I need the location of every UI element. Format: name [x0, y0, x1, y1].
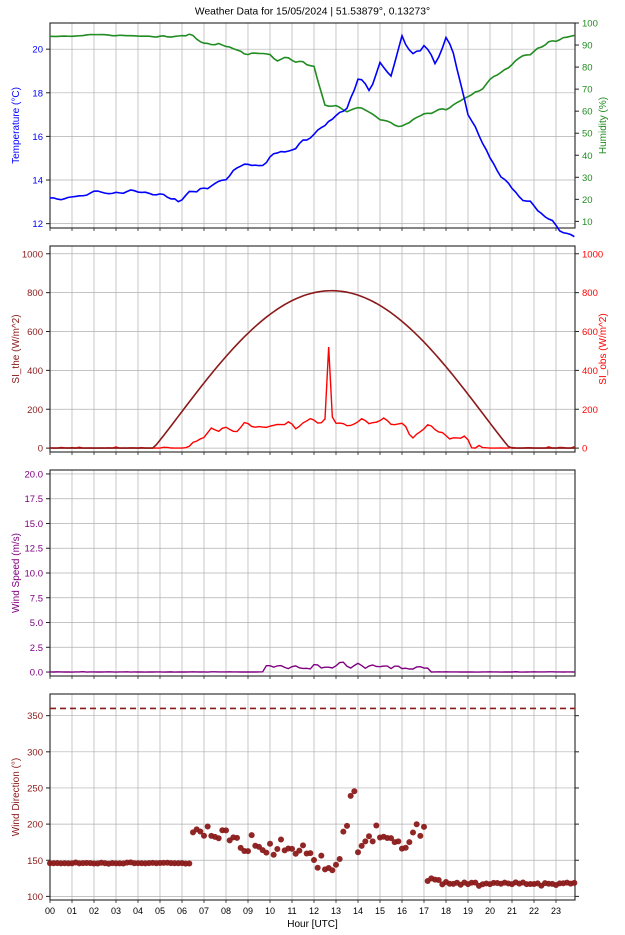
svg-text:Humidity (%): Humidity (%): [598, 97, 609, 154]
svg-text:13: 13: [331, 906, 341, 916]
svg-text:22: 22: [529, 906, 539, 916]
svg-text:14: 14: [353, 906, 363, 916]
svg-text:04: 04: [133, 906, 143, 916]
svg-text:7.5: 7.5: [30, 593, 43, 604]
svg-text:21: 21: [507, 906, 517, 916]
svg-text:1000: 1000: [582, 249, 603, 260]
svg-text:05: 05: [155, 906, 165, 916]
svg-text:800: 800: [582, 288, 598, 299]
svg-text:SI_the (W/m^2): SI_the (W/m^2): [11, 314, 22, 383]
svg-text:30: 30: [582, 173, 593, 184]
svg-text:200: 200: [27, 820, 43, 831]
svg-text:Hour [UTC]: Hour [UTC]: [287, 919, 338, 930]
svg-text:80: 80: [582, 63, 593, 74]
svg-text:Weather Data for 15/05/2024 |: Weather Data for 15/05/2024 | 51.53879°,…: [195, 7, 430, 18]
svg-text:12: 12: [32, 219, 43, 230]
svg-text:19: 19: [463, 906, 473, 916]
svg-text:350: 350: [27, 711, 43, 722]
svg-text:150: 150: [27, 856, 43, 867]
svg-text:200: 200: [582, 405, 598, 416]
svg-text:20: 20: [485, 906, 495, 916]
svg-text:16: 16: [397, 906, 407, 916]
svg-text:1000: 1000: [22, 249, 43, 260]
svg-text:800: 800: [27, 288, 43, 299]
svg-text:16: 16: [32, 132, 43, 143]
svg-text:0: 0: [38, 444, 43, 455]
svg-text:0: 0: [582, 444, 587, 455]
svg-text:17.5: 17.5: [25, 494, 44, 505]
svg-text:Wind Speed (m/s): Wind Speed (m/s): [11, 533, 22, 613]
svg-text:20: 20: [582, 195, 593, 206]
svg-text:14: 14: [32, 176, 43, 187]
svg-text:0.0: 0.0: [30, 668, 43, 679]
svg-text:Temperature (°C): Temperature (°C): [11, 87, 22, 164]
svg-text:17: 17: [419, 906, 429, 916]
svg-text:10: 10: [582, 217, 593, 228]
svg-text:60: 60: [582, 107, 593, 118]
svg-text:400: 400: [27, 366, 43, 377]
svg-text:08: 08: [221, 906, 231, 916]
svg-text:18: 18: [441, 906, 451, 916]
svg-text:100: 100: [27, 892, 43, 903]
svg-text:09: 09: [243, 906, 253, 916]
svg-text:600: 600: [27, 327, 43, 338]
svg-text:02: 02: [89, 906, 99, 916]
svg-text:90: 90: [582, 41, 593, 52]
svg-text:400: 400: [582, 366, 598, 377]
svg-text:20.0: 20.0: [25, 469, 44, 480]
svg-text:70: 70: [582, 85, 593, 96]
svg-text:23: 23: [551, 906, 561, 916]
svg-text:250: 250: [27, 783, 43, 794]
svg-text:SI_obs (W/m^2): SI_obs (W/m^2): [598, 313, 609, 384]
svg-text:300: 300: [27, 747, 43, 758]
svg-text:10.0: 10.0: [25, 569, 44, 580]
svg-text:Wind Direction (°): Wind Direction (°): [11, 758, 22, 836]
svg-text:5.0: 5.0: [30, 618, 43, 629]
svg-text:12: 12: [309, 906, 319, 916]
svg-text:00: 00: [45, 906, 55, 916]
svg-text:50: 50: [582, 129, 593, 140]
svg-text:15.0: 15.0: [25, 519, 44, 530]
svg-text:200: 200: [27, 405, 43, 416]
svg-text:03: 03: [111, 906, 121, 916]
svg-text:11: 11: [287, 906, 296, 916]
svg-text:10: 10: [265, 906, 275, 916]
svg-text:20: 20: [32, 45, 43, 56]
svg-text:06: 06: [177, 906, 187, 916]
svg-text:01: 01: [67, 906, 77, 916]
svg-text:15: 15: [375, 906, 385, 916]
svg-text:12.5: 12.5: [25, 544, 44, 555]
svg-text:100: 100: [582, 19, 598, 30]
svg-text:18: 18: [32, 88, 43, 99]
svg-text:07: 07: [199, 906, 209, 916]
svg-text:40: 40: [582, 151, 593, 162]
svg-text:600: 600: [582, 327, 598, 338]
svg-text:2.5: 2.5: [30, 643, 43, 654]
